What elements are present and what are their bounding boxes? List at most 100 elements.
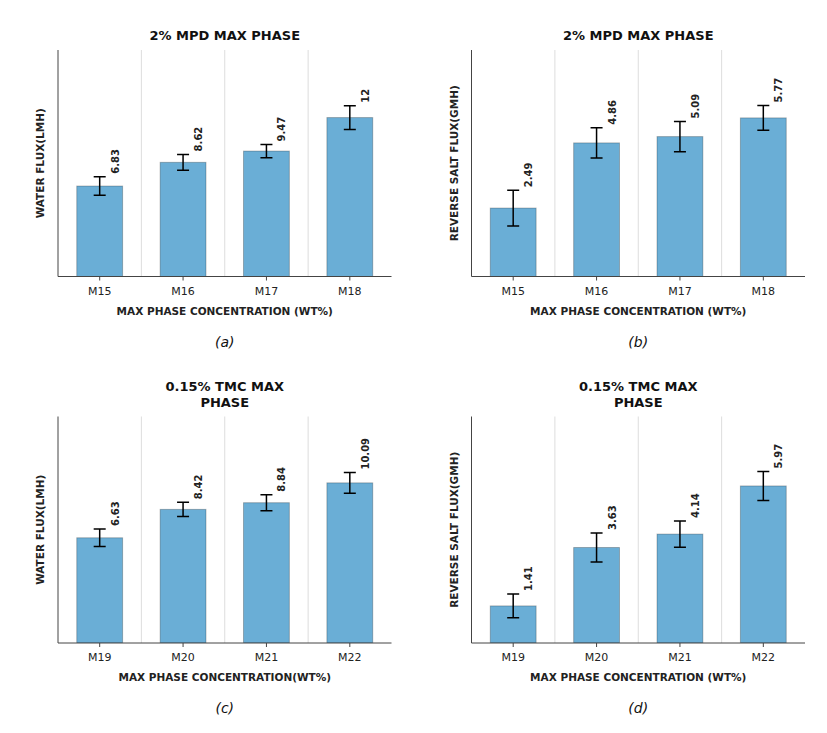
bar — [160, 509, 206, 643]
data-label: 5.97 — [773, 444, 784, 469]
error-bar — [344, 106, 356, 130]
bar — [327, 118, 373, 277]
x-tick-label: M21 — [668, 651, 692, 664]
bar — [244, 151, 290, 276]
x-tick — [349, 643, 350, 647]
x-axis-line — [472, 276, 806, 277]
error-bar — [94, 529, 106, 546]
grid-line — [554, 417, 555, 644]
title: 0.15% TMC MAXPHASE — [165, 379, 284, 410]
x-tick-label: M22 — [338, 651, 362, 664]
x-axis-label: MAX PHASE CONCENTRATION(WT%) — [118, 671, 331, 683]
grid-line — [141, 50, 142, 277]
bar — [160, 162, 206, 276]
subplot-label: (d) — [628, 700, 648, 716]
panel: M15M16M17M186.838.629.47122% MPD MAX PHA… — [34, 28, 392, 350]
grid-line — [721, 417, 722, 644]
title-line: 2% MPD MAX PHASE — [149, 28, 300, 43]
grid-line — [308, 50, 309, 277]
error-bar — [591, 128, 603, 158]
subplot-label: (c) — [215, 700, 234, 716]
grid-line — [308, 417, 309, 644]
title-line: PHASE — [614, 395, 663, 410]
background — [0, 0, 827, 733]
data-label: 3.63 — [607, 505, 618, 530]
title-line: 0.15% TMC MAX — [165, 379, 284, 394]
title: 0.15% TMC MAXPHASE — [579, 379, 698, 410]
grid-line — [554, 50, 555, 277]
x-tick — [183, 277, 184, 281]
error-bar — [177, 154, 189, 170]
error-bar — [260, 144, 272, 157]
x-tick-label: M17 — [668, 285, 692, 298]
x-tick — [596, 643, 597, 647]
error-bar — [507, 190, 519, 226]
x-tick-label: M18 — [338, 285, 362, 298]
error-bar — [757, 106, 769, 131]
x-axis-line — [472, 643, 806, 644]
panel: M19M20M21M226.638.428.8410.090.15% TMC M… — [34, 379, 392, 717]
x-tick — [513, 277, 514, 281]
grid-line — [638, 50, 639, 277]
error-bar — [344, 473, 356, 494]
x-tick-label: M22 — [752, 651, 776, 664]
title-line: 0.15% TMC MAX — [579, 379, 698, 394]
subplot-label: (a) — [215, 334, 235, 350]
x-axis-label: MAX PHASE CONCENTRATION (WT%) — [117, 305, 333, 317]
x-tick — [596, 277, 597, 281]
data-label: 1.41 — [523, 566, 534, 591]
title-line: 2% MPD MAX PHASE — [563, 28, 714, 43]
data-label: 10.09 — [360, 438, 371, 470]
grid-line — [638, 417, 639, 644]
bar — [244, 503, 290, 643]
bar — [740, 118, 786, 277]
y-axis-label: REVERSE SALT FLUX(GMH) — [448, 85, 460, 241]
x-tick — [266, 643, 267, 647]
grid-line — [224, 417, 225, 644]
marks — [490, 106, 786, 277]
bar — [657, 137, 703, 277]
error-bar — [177, 502, 189, 516]
x-tick-label: M18 — [752, 285, 776, 298]
bar — [327, 483, 373, 643]
data-label: 6.83 — [110, 149, 121, 174]
bar — [740, 486, 786, 643]
marks — [77, 106, 373, 277]
data-label: 8.42 — [193, 475, 204, 500]
error-bar — [260, 495, 272, 511]
x-tick-label: M21 — [255, 651, 279, 664]
x-tick — [266, 277, 267, 281]
bar — [77, 186, 123, 276]
x-tick-label: M17 — [255, 285, 279, 298]
error-bar — [674, 521, 686, 547]
x-tick — [679, 277, 680, 281]
x-tick — [183, 643, 184, 647]
error-bar — [674, 121, 686, 151]
x-tick — [349, 277, 350, 281]
y-axis-line — [471, 50, 472, 277]
x-axis-line — [58, 643, 392, 644]
data-label: 12 — [360, 89, 371, 103]
data-label: 9.47 — [276, 117, 287, 142]
x-tick-label: M19 — [88, 651, 112, 664]
x-tick — [99, 643, 100, 647]
x-tick — [513, 643, 514, 647]
x-tick — [99, 277, 100, 281]
x-axis-label: MAX PHASE CONCENTRATION (WT%) — [530, 305, 746, 317]
x-tick — [763, 643, 764, 647]
error-bar — [757, 471, 769, 500]
marks — [490, 471, 786, 643]
x-tick-label: M16 — [585, 285, 609, 298]
title: 2% MPD MAX PHASE — [149, 28, 300, 43]
data-label: 8.62 — [193, 127, 204, 152]
x-tick-label: M20 — [171, 651, 195, 664]
figure: M15 M16 M17 M18 6.83 8.62 9.47 12 2% MPD MAX PHA… — [0, 0, 827, 733]
y-axis-label: REVERSE SALT FLUX(GMH) — [448, 452, 460, 608]
x-tick-label: M16 — [171, 285, 195, 298]
x-tick-label: M15 — [501, 285, 525, 298]
error-bar — [507, 594, 519, 618]
grid-line — [721, 50, 722, 277]
x-axis-label: MAX PHASE CONCENTRATION (WT%) — [530, 671, 746, 683]
y-axis-line — [58, 50, 59, 277]
data-label: 5.09 — [690, 94, 701, 119]
